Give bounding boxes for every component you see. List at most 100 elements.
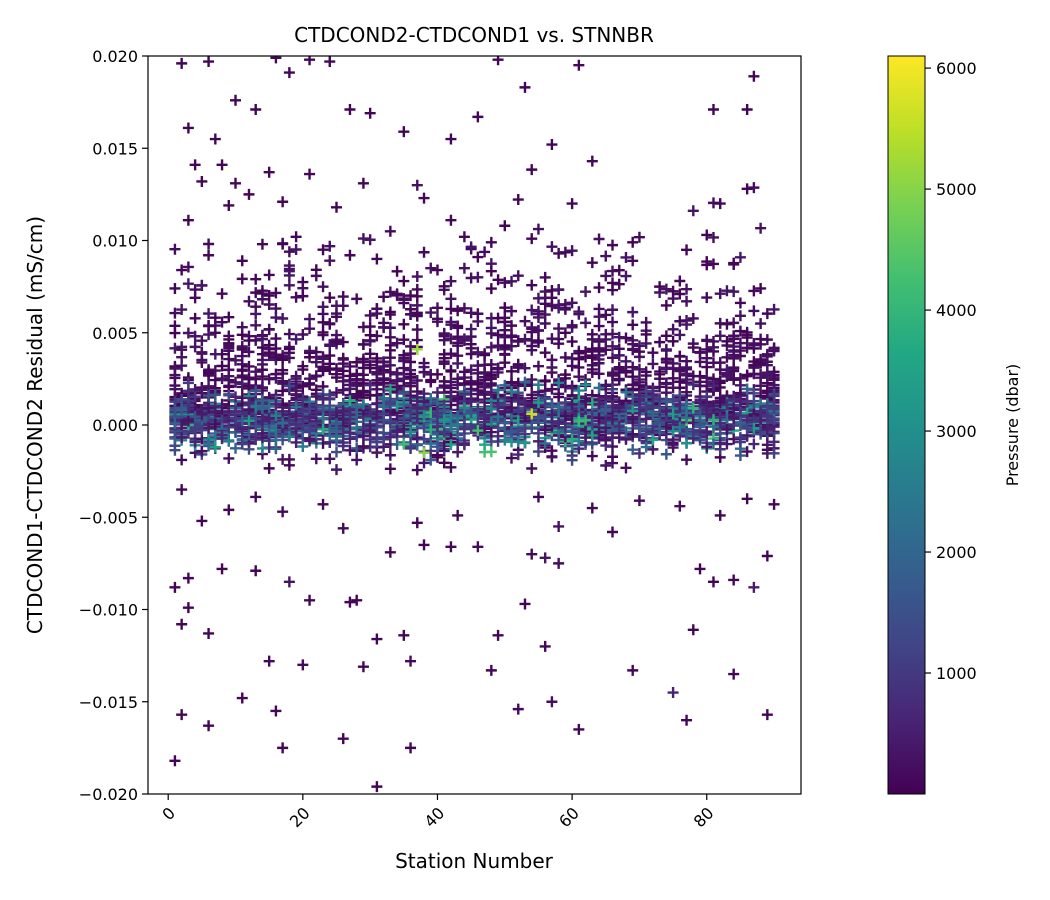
data-point <box>627 236 639 248</box>
data-point <box>425 374 437 386</box>
data-point <box>694 418 706 430</box>
data-point <box>674 500 686 512</box>
data-point <box>546 139 558 151</box>
data-point <box>566 297 578 309</box>
data-point <box>418 192 430 204</box>
data-point <box>546 241 558 253</box>
data-point <box>398 362 410 374</box>
data-point <box>223 342 235 354</box>
data-point <box>398 126 410 138</box>
data-point <box>189 423 201 435</box>
data-point <box>499 220 511 232</box>
data-point <box>216 360 228 372</box>
data-point <box>182 261 194 273</box>
data-point <box>209 312 221 324</box>
data-point <box>324 292 336 304</box>
data-point <box>512 449 524 461</box>
data-point <box>755 405 767 417</box>
data-point <box>681 714 693 726</box>
data-point <box>539 309 551 321</box>
data-point <box>182 377 194 389</box>
data-point <box>607 277 619 289</box>
data-point <box>283 380 295 392</box>
data-point <box>411 290 423 302</box>
data-point <box>768 390 780 402</box>
data-point <box>748 70 760 82</box>
data-point <box>256 382 268 394</box>
data-point <box>243 188 255 200</box>
data-point <box>304 168 316 180</box>
data-point <box>667 372 679 384</box>
data-point <box>728 286 740 298</box>
data-point <box>452 509 464 521</box>
data-point <box>465 307 477 319</box>
data-point <box>304 403 316 415</box>
data-point <box>721 335 733 347</box>
data-point <box>236 692 248 704</box>
data-point <box>371 253 383 265</box>
data-point <box>472 315 484 327</box>
data-point <box>277 385 289 397</box>
data-point <box>627 319 639 331</box>
data-point <box>384 225 396 237</box>
data-point <box>398 398 410 410</box>
data-point <box>586 419 598 431</box>
data-point <box>593 233 605 245</box>
data-point <box>465 348 477 360</box>
data-point <box>398 438 410 450</box>
data-point <box>357 440 369 452</box>
data-point <box>458 423 470 435</box>
data-point <box>364 420 376 432</box>
data-point <box>425 424 437 436</box>
data-point <box>196 175 208 187</box>
data-point <box>728 574 740 586</box>
data-point <box>405 742 417 754</box>
data-point <box>236 321 248 333</box>
data-point <box>270 705 282 717</box>
data-point <box>203 320 215 332</box>
data-point <box>169 383 181 395</box>
data-point <box>216 288 228 300</box>
data-point <box>485 387 497 399</box>
data-point <box>270 423 282 435</box>
data-point <box>230 376 242 388</box>
data-point <box>674 390 686 402</box>
data-point <box>384 398 396 410</box>
data-point <box>330 336 342 348</box>
data-point <box>600 270 612 282</box>
data-point <box>176 618 188 630</box>
data-point <box>445 316 457 328</box>
data-point <box>310 421 322 433</box>
data-point <box>250 385 262 397</box>
data-point <box>761 550 773 562</box>
y-tick-label: −0.015 <box>79 693 138 712</box>
data-point <box>270 410 282 422</box>
data-point <box>169 362 181 374</box>
data-point <box>559 327 571 339</box>
data-point <box>290 231 302 243</box>
data-point <box>539 347 551 359</box>
data-point <box>465 407 477 419</box>
data-point <box>438 426 450 438</box>
data-point <box>499 302 511 314</box>
data-point <box>458 366 470 378</box>
data-point <box>741 423 753 435</box>
data-point <box>640 401 652 413</box>
data-point <box>230 177 242 189</box>
data-point <box>768 436 780 448</box>
data-point <box>357 661 369 673</box>
data-point <box>654 368 666 380</box>
data-point <box>182 415 194 427</box>
data-point <box>627 343 639 355</box>
data-point <box>721 399 733 411</box>
data-point <box>445 214 457 226</box>
data-point <box>566 382 578 394</box>
data-point <box>277 405 289 417</box>
data-point <box>707 231 719 243</box>
data-point <box>654 381 666 393</box>
data-point <box>553 247 565 259</box>
data-point <box>283 415 295 427</box>
data-point <box>499 379 511 391</box>
data-point <box>761 439 773 451</box>
data-point <box>209 348 221 360</box>
